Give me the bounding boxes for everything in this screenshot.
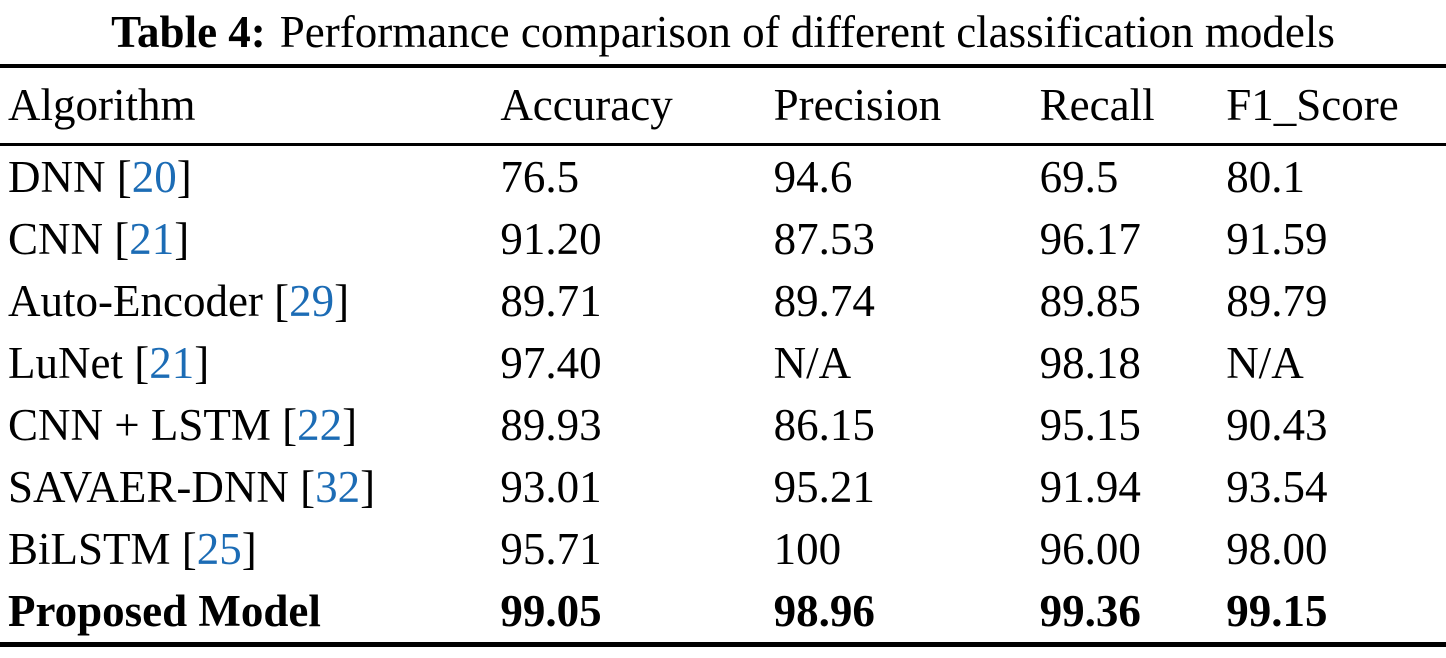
header-f1-score: F1_Score	[1226, 66, 1446, 146]
recall-cell: 95.15	[1039, 400, 1141, 450]
algorithm-name: CNN	[8, 214, 104, 264]
recall-cell: 89.85	[1039, 276, 1141, 326]
header-accuracy: Accuracy	[500, 66, 774, 146]
precision-cell: 86.15	[773, 400, 875, 450]
precision-cell: 100	[773, 524, 842, 574]
accuracy-cell: 99.05	[500, 586, 602, 636]
algorithm-cell: CNN [21]	[0, 208, 500, 270]
citation: [29]	[262, 276, 350, 326]
f1-cell: 99.15	[1226, 586, 1328, 636]
algorithm-cell: LuNet [21]	[0, 332, 500, 394]
f1-cell: 90.43	[1226, 400, 1328, 450]
citation-number[interactable]: 32	[315, 462, 361, 512]
citation-number[interactable]: 25	[196, 524, 242, 574]
algorithm-cell: BiLSTM [25]	[0, 518, 500, 580]
recall-cell: 69.5	[1039, 152, 1119, 202]
header-algorithm: Algorithm	[0, 66, 501, 146]
table-row: CNN [21] 91.20 87.53 96.17 91.59	[0, 208, 1446, 270]
algorithm-name: DNN	[8, 152, 106, 202]
algorithm-name: BiLSTM	[8, 524, 171, 574]
table-row: CNN + LSTM [22] 89.93 86.15 95.15 90.43	[0, 394, 1446, 456]
precision-cell: N/A	[773, 338, 852, 388]
f1-cell: N/A	[1226, 338, 1304, 388]
citation: [20]	[105, 152, 192, 202]
algorithm-cell: SAVAER-DNN [32]	[0, 456, 500, 518]
precision-cell: 95.21	[773, 462, 875, 512]
citation-number[interactable]: 21	[149, 338, 195, 388]
algorithm-name: Proposed Model	[8, 586, 321, 636]
citation: [25]	[170, 524, 257, 574]
table-caption-label: Table 4:	[111, 7, 266, 57]
precision-cell: 94.6	[773, 152, 853, 202]
precision-cell: 87.53	[773, 214, 875, 264]
accuracy-cell: 89.71	[500, 276, 602, 326]
precision-cell: 89.74	[773, 276, 875, 326]
f1-cell: 98.00	[1226, 524, 1328, 574]
table-row: Proposed Model 99.05 98.96 99.36 99.15	[0, 580, 1446, 645]
accuracy-cell: 76.5	[500, 152, 580, 202]
f1-cell: 80.1	[1226, 152, 1305, 202]
f1-cell: 93.54	[1226, 462, 1328, 512]
table-row: SAVAER-DNN [32] 93.01 95.21 91.94 93.54	[0, 456, 1446, 518]
table-row: BiLSTM [25] 95.71 100 96.00 98.00	[0, 518, 1446, 580]
header-row: Algorithm Accuracy Precision Recall F1_S…	[0, 66, 1446, 146]
citation: [22]	[270, 400, 358, 450]
table-caption-text: Performance comparison of different clas…	[279, 7, 1335, 57]
table-row: LuNet [21] 97.40 N/A 98.18 N/A	[0, 332, 1446, 394]
citation-number[interactable]: 21	[129, 214, 175, 264]
table-body: DNN [20] 76.5 94.6 69.5 80.1 CNN [21] 91…	[0, 145, 1446, 645]
performance-table: Algorithm Accuracy Precision Recall F1_S…	[0, 64, 1446, 647]
table-header: Algorithm Accuracy Precision Recall F1_S…	[0, 66, 1446, 146]
table-caption: Table 4: Performance comparison of differ…	[0, 0, 1446, 64]
header-precision: Precision	[773, 66, 1040, 146]
citation: [32]	[288, 462, 376, 512]
algorithm-name: Auto-Encoder	[8, 276, 263, 326]
algorithm-cell: DNN [20]	[0, 145, 500, 209]
accuracy-cell: 91.20	[500, 214, 602, 264]
algorithm-name: SAVAER-DNN	[8, 462, 289, 512]
citation-number[interactable]: 20	[131, 152, 177, 202]
table-row: DNN [20] 76.5 94.6 69.5 80.1	[0, 145, 1446, 209]
recall-cell: 98.18	[1039, 338, 1141, 388]
citation-number[interactable]: 29	[289, 276, 335, 326]
citation: [21]	[122, 338, 210, 388]
header-recall: Recall	[1039, 66, 1227, 146]
table-row: Auto-Encoder [29] 89.71 89.74 89.85 89.7…	[0, 270, 1446, 332]
citation: [21]	[103, 214, 190, 264]
f1-cell: 91.59	[1226, 214, 1328, 264]
algorithm-cell: Proposed Model	[0, 580, 500, 645]
algorithm-cell: CNN + LSTM [22]	[0, 394, 500, 456]
precision-cell: 98.96	[773, 586, 875, 636]
accuracy-cell: 97.40	[500, 338, 602, 388]
algorithm-cell: Auto-Encoder [29]	[0, 270, 500, 332]
accuracy-cell: 95.71	[500, 524, 602, 574]
citation-number[interactable]: 22	[297, 400, 343, 450]
recall-cell: 96.17	[1039, 214, 1141, 264]
recall-cell: 96.00	[1039, 524, 1141, 574]
accuracy-cell: 93.01	[500, 462, 602, 512]
algorithm-name: LuNet	[8, 338, 123, 388]
recall-cell: 99.36	[1039, 586, 1141, 636]
f1-cell: 89.79	[1226, 276, 1328, 326]
accuracy-cell: 89.93	[500, 400, 602, 450]
algorithm-name: CNN + LSTM	[8, 400, 271, 450]
recall-cell: 91.94	[1039, 462, 1141, 512]
